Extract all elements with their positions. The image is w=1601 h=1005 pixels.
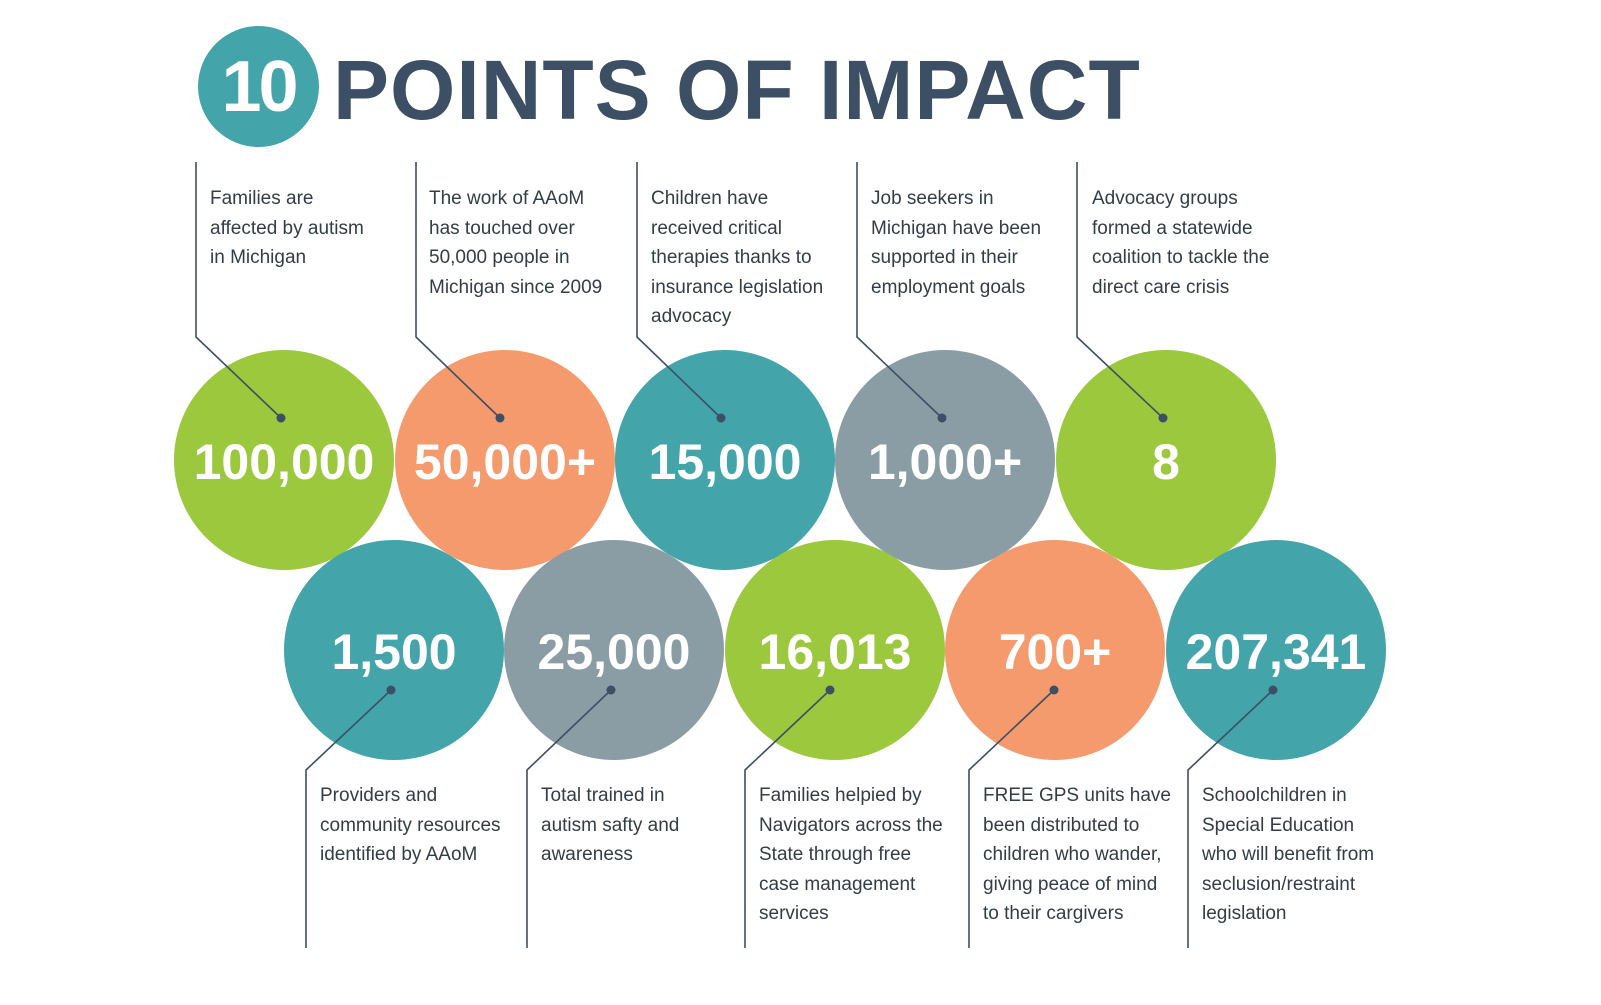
stat-circle-advocacy-groups: 8: [1056, 350, 1276, 570]
page-title: POINTS OF IMPACT: [333, 43, 1141, 137]
stat-description: Advocacy groups formed a statewide coali…: [1092, 188, 1270, 298]
stat-description: Schoolchildren in Special Education who …: [1202, 785, 1375, 924]
stat-value: 1,000+: [867, 434, 1023, 490]
stat-description: Children have received critical therapie…: [651, 188, 824, 327]
stat-description: The work of AAoM has touched over 50,000…: [429, 188, 603, 298]
stat-circle-navigators: 16,013: [725, 540, 945, 760]
stat-description: FREE GPS units have been distributed to …: [983, 785, 1171, 924]
stat-value: 8: [1152, 434, 1180, 490]
stat-circle-trained: 25,000: [504, 540, 724, 760]
stat-value: 15,000: [648, 434, 802, 490]
stat-description: Families are affected by autism in Michi…: [210, 188, 364, 268]
stat-value: 25,000: [537, 624, 691, 680]
stat-circle-schoolchildren: 207,341: [1166, 540, 1386, 760]
badge-number: 10: [221, 46, 298, 127]
stat-circle-children-therapies: 15,000: [615, 350, 835, 570]
stat-value: 700+: [998, 624, 1112, 680]
stat-circle-gps-units: 700+: [945, 540, 1165, 760]
stat-description: Providers and community resources identi…: [320, 785, 501, 865]
stat-description: Families helpied by Navigators across th…: [759, 785, 943, 924]
number-badge: 10: [198, 26, 319, 147]
stat-value: 50,000+: [413, 434, 597, 490]
stat-description: Total trained in autism safty and awaren…: [541, 785, 680, 865]
stat-value: 16,013: [758, 624, 912, 680]
stat-value: 207,341: [1185, 624, 1367, 680]
stat-description: Job seekers in Michigan have been suppor…: [871, 188, 1042, 298]
stat-circle-job-seekers: 1,000+: [835, 350, 1055, 570]
stat-value: 1,500: [331, 624, 457, 680]
stat-circle-providers: 1,500: [284, 540, 504, 760]
stat-circle-families: 100,000: [174, 350, 394, 570]
stat-circle-people-touched: 50,000+: [395, 350, 615, 570]
stat-value: 100,000: [193, 434, 375, 490]
